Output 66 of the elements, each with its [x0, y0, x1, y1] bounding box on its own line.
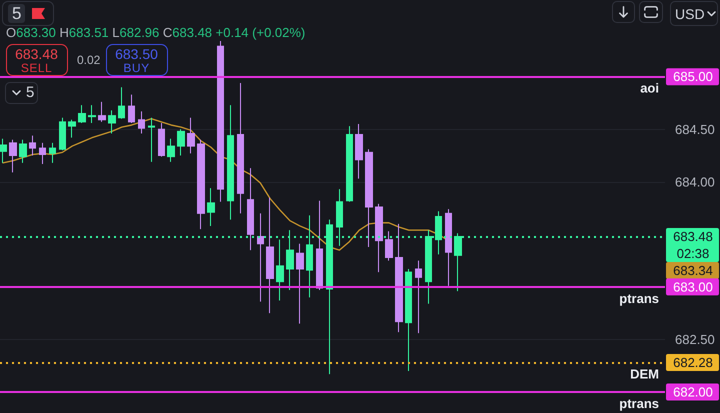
- candlestick: [0, 138, 7, 164]
- candlestick: [227, 104, 234, 220]
- text: 682.28: [673, 355, 713, 370]
- candlestick: [167, 138, 175, 162]
- candlestick: [148, 117, 155, 162]
- candlestick: [9, 139, 17, 173]
- annotation: SELL: [20, 61, 54, 75]
- candlestick: [395, 223, 403, 333]
- ref-line-label: ptrans: [619, 396, 659, 411]
- annotation: 683.50: [114, 46, 159, 62]
- candlestick: [19, 139, 27, 164]
- candlestick: [257, 212, 264, 302]
- candlestick: [207, 188, 215, 226]
- candlestick: [405, 268, 412, 372]
- candlestick: [355, 124, 363, 180]
- text: 682.00: [673, 384, 713, 400]
- candlestick: [49, 142, 56, 164]
- candlestick: [59, 117, 66, 151]
- annotation: O683.30 H683.51 L682.96 C683.48 +0.14 (+0.02%): [6, 25, 306, 40]
- candlestick: [296, 243, 304, 324]
- candlestick: [158, 122, 165, 158]
- candlestick: [29, 135, 36, 156]
- candlestick: [78, 104, 86, 124]
- ref-line-label: aoi: [640, 80, 659, 96]
- candlestick: [128, 94, 135, 124]
- candlestick: [266, 197, 274, 314]
- candlestick: [237, 82, 244, 214]
- annotation: 683.48: [14, 46, 59, 62]
- candlestick: [217, 40, 224, 202]
- candlestick: [247, 168, 254, 251]
- y-tick-label: 682.50: [675, 332, 715, 347]
- currency-button: USD: [670, 1, 718, 26]
- ref-line-label: ptrans: [619, 290, 659, 306]
- annotation: 5: [26, 84, 34, 101]
- candlestick: [138, 110, 145, 134]
- sell-button: 683.48 SELL: [6, 44, 68, 76]
- text: 683.00: [673, 279, 713, 294]
- text: 685.00: [673, 69, 713, 84]
- candlestick: [276, 239, 284, 302]
- candlestick: [385, 230, 393, 262]
- candlestick: [346, 126, 353, 202]
- y-tick-label: 684.50: [675, 122, 715, 137]
- text: 683.48: [673, 228, 713, 244]
- candlestick: [108, 110, 116, 134]
- candlestick: [68, 119, 76, 138]
- candlestick: [445, 208, 452, 286]
- candlestick: [39, 142, 46, 164]
- buy-button: 683.50 BUY: [106, 44, 168, 76]
- candlestick: [415, 260, 422, 334]
- candlestick: [197, 139, 205, 230]
- annotation: 0.02: [77, 53, 100, 67]
- candlestick: [316, 200, 323, 291]
- ref-line-label: DEM: [630, 366, 659, 382]
- y-tick-label: 684.00: [675, 174, 715, 190]
- candlestick: [375, 203, 383, 273]
- candlestick: [187, 117, 195, 154]
- chart-title: 5: [8, 4, 26, 23]
- candlestick: [118, 86, 125, 120]
- text: 02:38: [676, 246, 710, 261]
- candlestick: [365, 148, 373, 248]
- text: 683.34: [673, 262, 713, 278]
- annotation: BUY: [122, 61, 151, 75]
- candlestick: [98, 101, 106, 122]
- indicator-toggle-button: 5: [5, 82, 38, 104]
- candlestick: [177, 128, 185, 156]
- candlestick: [88, 104, 96, 124]
